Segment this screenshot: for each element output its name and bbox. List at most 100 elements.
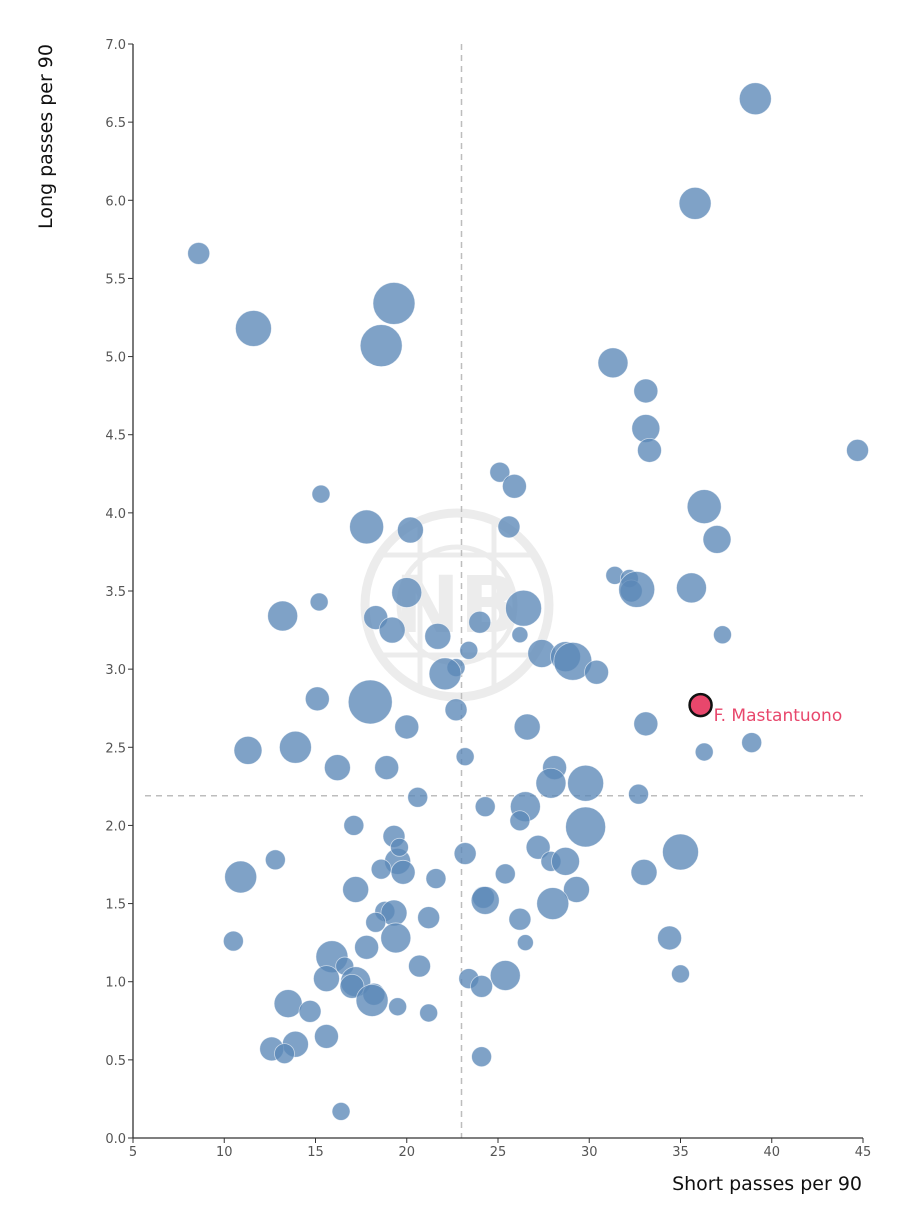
data-point — [453, 842, 477, 865]
data-point — [459, 640, 479, 660]
data-point — [455, 747, 475, 767]
data-point — [394, 714, 420, 740]
data-point — [470, 886, 500, 915]
data-point — [525, 834, 551, 860]
data-point — [279, 730, 312, 764]
data-point — [502, 473, 527, 499]
data-point — [494, 863, 516, 885]
y-tick-label: 5.0 — [105, 351, 126, 366]
data-point — [417, 906, 441, 930]
x-tick-label: 25 — [490, 1145, 507, 1160]
data-point — [637, 437, 662, 463]
data-point — [702, 525, 732, 554]
data-point — [313, 965, 340, 992]
axes: 5 10 15 20 25 30 35 40 45 0.0 0.5 1.0 1.5 2.0 2.5 3.0 3.… — [105, 38, 871, 1160]
data-point — [676, 572, 707, 604]
data-point — [444, 698, 468, 722]
data-point — [471, 1046, 492, 1068]
data-point — [347, 679, 393, 725]
y-tick-label: 4.5 — [105, 429, 126, 444]
data-point — [354, 934, 380, 960]
data-point — [331, 1102, 351, 1121]
nb-watermark-logo: NB — [360, 508, 554, 702]
y-tick-label: 6.5 — [105, 116, 126, 131]
data-point — [678, 187, 712, 220]
data-point — [633, 378, 659, 404]
data-point — [359, 324, 403, 368]
x-tick-label: 30 — [581, 1145, 598, 1160]
data-point — [738, 82, 772, 116]
data-point — [323, 754, 351, 782]
y-tick-label: 3.0 — [105, 663, 126, 678]
y-tick-label: 5.5 — [105, 272, 126, 287]
data-point — [584, 659, 609, 685]
data-point — [657, 925, 682, 951]
data-point — [298, 1000, 322, 1023]
data-points — [187, 82, 869, 1121]
data-point — [489, 960, 521, 991]
data-point — [342, 876, 370, 903]
highlight-label: F. Mastantuono — [714, 706, 843, 726]
data-point — [425, 868, 447, 889]
data-point — [686, 489, 722, 525]
y-tick-label: 4.0 — [105, 507, 126, 522]
data-point — [390, 837, 409, 857]
reference-lines — [145, 44, 863, 1138]
data-point — [407, 786, 429, 808]
data-point — [551, 846, 580, 876]
data-point — [563, 876, 590, 903]
y-tick-label: 1.5 — [105, 898, 126, 913]
data-point — [388, 997, 408, 1017]
data-point — [513, 713, 541, 741]
x-tick-label: 20 — [398, 1145, 415, 1160]
data-point — [355, 984, 389, 1017]
data-point — [365, 911, 387, 933]
y-tick-label: 0.5 — [105, 1054, 126, 1069]
data-point — [633, 711, 659, 737]
x-axis-title: Short passes per 90 — [672, 1173, 862, 1195]
data-point — [536, 887, 570, 920]
data-point — [567, 764, 604, 802]
data-point — [470, 975, 493, 998]
data-point — [224, 860, 258, 894]
data-point — [311, 484, 331, 504]
data-point — [597, 347, 629, 379]
data-point — [391, 577, 423, 608]
watermark-text: NB — [395, 561, 520, 651]
data-point — [273, 989, 303, 1018]
x-tick-label: 5 — [129, 1145, 137, 1160]
data-point — [428, 657, 462, 691]
data-point — [505, 589, 542, 627]
data-point — [630, 858, 658, 886]
data-point — [509, 810, 531, 832]
highlight-group: F. Mastantuono — [688, 692, 843, 726]
data-point — [474, 796, 496, 818]
data-point — [349, 509, 385, 545]
data-point — [408, 954, 431, 978]
data-point — [628, 783, 649, 805]
data-point — [468, 610, 492, 634]
data-point — [497, 515, 521, 539]
data-point — [274, 1043, 295, 1065]
highlight-point — [688, 692, 713, 718]
data-point — [662, 833, 699, 871]
y-tick-label: 0.0 — [105, 1132, 126, 1147]
data-point — [343, 815, 365, 836]
data-point — [516, 934, 534, 952]
x-tick-label: 35 — [672, 1145, 689, 1160]
data-point — [380, 922, 412, 954]
data-point — [309, 592, 329, 612]
x-tick-label: 45 — [855, 1145, 872, 1160]
data-point — [671, 964, 690, 984]
y-axis-title: Long passes per 90 — [35, 44, 57, 229]
y-tick-label: 3.5 — [105, 585, 126, 600]
data-point — [314, 1024, 339, 1049]
data-point — [235, 310, 272, 347]
y-tick-label: 2.0 — [105, 819, 126, 834]
data-point — [378, 616, 406, 644]
data-point — [370, 858, 392, 880]
data-point — [489, 461, 511, 483]
data-point — [846, 438, 869, 462]
data-point — [565, 806, 606, 848]
